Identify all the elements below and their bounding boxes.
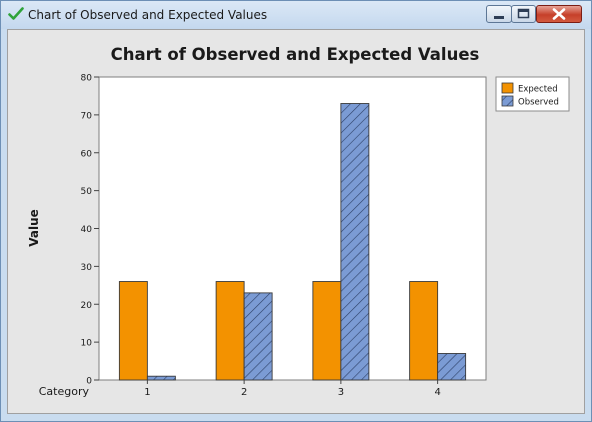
expected-bar-3 xyxy=(312,281,342,381)
legend-label-expected: Expected xyxy=(518,85,558,95)
y-tick-label: 40 xyxy=(81,225,93,235)
window-title: Chart of Observed and Expected Values xyxy=(28,8,268,22)
y-tick-label: 20 xyxy=(81,301,93,311)
expected-bar-1 xyxy=(118,281,148,381)
maximize-icon xyxy=(517,8,530,19)
expected-bar-2 xyxy=(215,281,245,381)
close-icon xyxy=(552,8,566,20)
observed-bar-4 xyxy=(437,353,467,381)
x-axis: 1 2 3 4 xyxy=(144,380,441,398)
y-tick-label: 10 xyxy=(81,339,93,349)
x-tick-label: 3 xyxy=(338,387,344,398)
title-bar[interactable]: Chart of Observed and Expected Values xyxy=(1,1,591,29)
observed-bar-2 xyxy=(243,292,273,381)
legend-swatch-expected xyxy=(501,82,514,94)
y-axis: 0 10 20 30 40 50 60 70 80 xyxy=(81,74,99,387)
legend-label-observed: Observed xyxy=(518,98,559,108)
minimize-icon xyxy=(494,16,504,19)
bar-chart: Chart of Observed and Expected Values 0 1… xyxy=(27,45,570,398)
x-tick-label: 1 xyxy=(144,387,150,398)
expected-bar-4 xyxy=(409,281,439,381)
chart-panel: Chart of Observed and Expected Values 0 1… xyxy=(7,29,585,414)
legend-swatch-observed xyxy=(501,95,514,107)
minimize-button[interactable] xyxy=(486,5,512,23)
chart-title: Chart of Observed and Expected Values xyxy=(111,45,480,64)
x-tick-label: 4 xyxy=(434,387,440,398)
maximize-button[interactable] xyxy=(511,5,536,23)
observed-bar-1 xyxy=(146,375,176,381)
y-tick-label: 60 xyxy=(81,149,93,159)
y-tick-label: 50 xyxy=(81,187,93,197)
x-tick-label: 2 xyxy=(241,387,247,398)
x-axis-label: Category xyxy=(39,385,90,398)
y-tick-label: 30 xyxy=(81,263,93,273)
legend: Expected Observed xyxy=(495,76,570,112)
y-tick-label: 0 xyxy=(86,377,92,387)
y-axis-label: Value xyxy=(27,209,41,247)
bars xyxy=(118,103,467,381)
check-icon xyxy=(8,7,24,20)
y-tick-label: 70 xyxy=(81,111,93,121)
close-button[interactable] xyxy=(536,5,582,23)
y-tick-label: 80 xyxy=(81,74,93,84)
observed-bar-3 xyxy=(340,103,370,381)
